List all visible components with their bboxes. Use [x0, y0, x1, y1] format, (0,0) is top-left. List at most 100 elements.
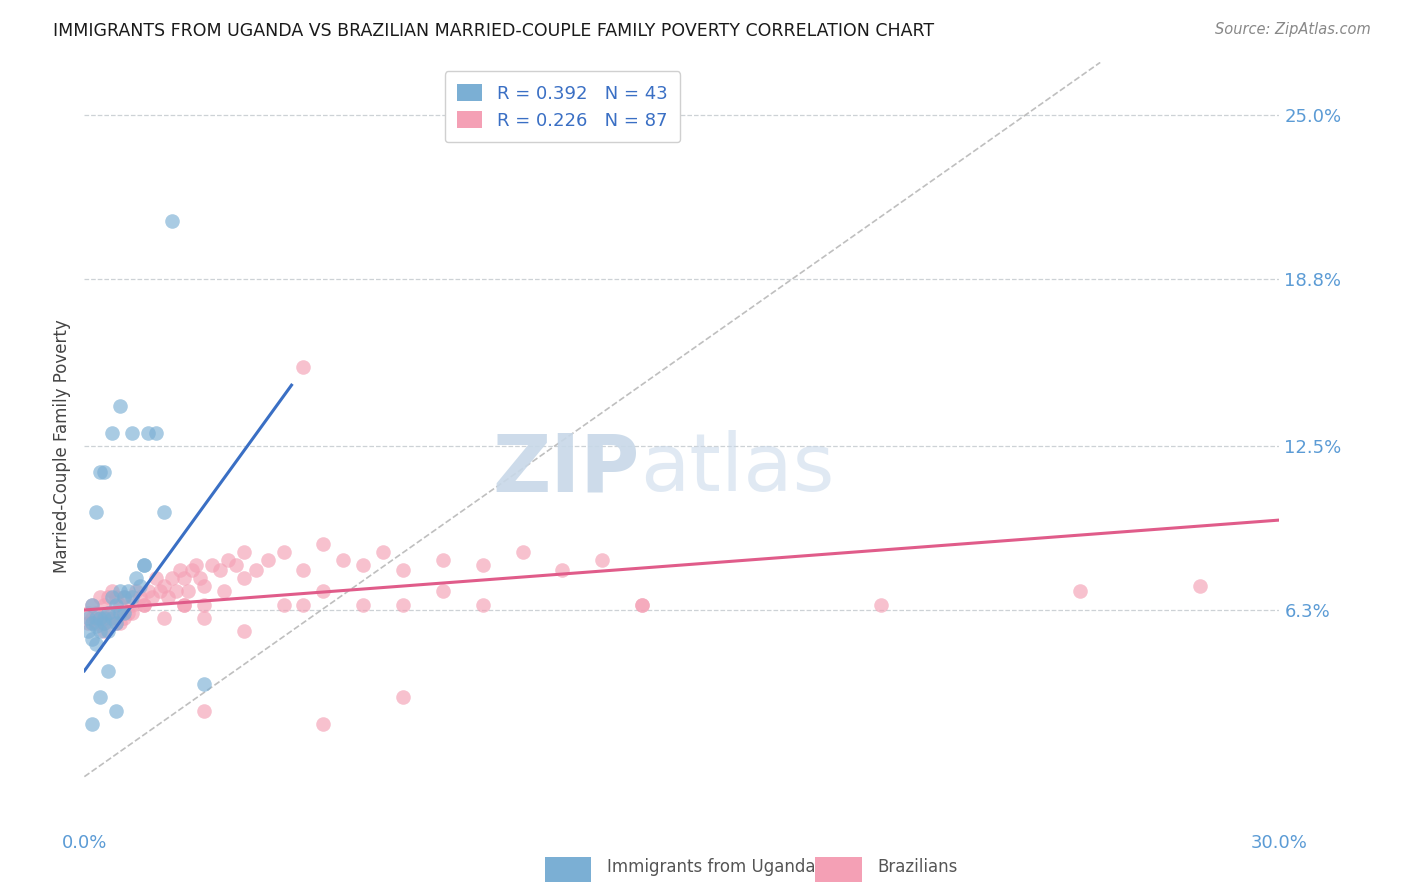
Point	[153, 505, 176, 519]
Point	[141, 590, 163, 604]
Point	[77, 611, 100, 625]
Point	[97, 664, 120, 678]
Point	[125, 571, 148, 585]
Point	[193, 704, 215, 718]
Point	[193, 579, 215, 593]
Point	[97, 611, 120, 625]
Point	[121, 425, 143, 440]
Point	[101, 611, 124, 625]
Point	[193, 598, 215, 612]
Point	[212, 584, 235, 599]
Point	[591, 553, 613, 567]
Point	[392, 690, 415, 705]
Point	[86, 505, 108, 519]
Point	[201, 558, 224, 572]
Point	[112, 590, 135, 604]
Point	[145, 425, 167, 440]
Point	[432, 553, 454, 567]
Point	[93, 598, 115, 612]
Point	[129, 590, 152, 604]
FancyBboxPatch shape	[815, 857, 862, 881]
Point	[105, 590, 128, 604]
Point	[101, 584, 124, 599]
Point	[89, 624, 111, 639]
Point	[1188, 579, 1211, 593]
Point	[132, 598, 156, 612]
Point	[110, 616, 132, 631]
Point	[93, 611, 115, 625]
Point	[273, 598, 295, 612]
Point	[101, 590, 124, 604]
Point	[165, 584, 187, 599]
Point	[232, 545, 254, 559]
Point	[181, 563, 204, 577]
Point	[110, 598, 132, 612]
Point	[77, 624, 100, 639]
Point	[121, 606, 143, 620]
Point	[432, 584, 454, 599]
Point	[173, 598, 195, 612]
Point	[551, 563, 574, 577]
Point	[89, 466, 111, 480]
Point	[157, 590, 180, 604]
Point	[86, 616, 108, 631]
Point	[86, 611, 108, 625]
Point	[101, 606, 124, 620]
Point	[86, 619, 108, 633]
Point	[89, 611, 111, 625]
Point	[256, 553, 278, 567]
Point	[225, 558, 247, 572]
Point	[392, 563, 415, 577]
Point	[121, 598, 143, 612]
Point	[312, 716, 335, 731]
Point	[392, 598, 415, 612]
Point	[93, 624, 115, 639]
Point	[77, 606, 100, 620]
Text: atlas: atlas	[640, 430, 834, 508]
Point	[112, 611, 135, 625]
Point	[373, 545, 395, 559]
Point	[352, 558, 374, 572]
Point	[82, 616, 104, 631]
Point	[121, 590, 143, 604]
Text: IMMIGRANTS FROM UGANDA VS BRAZILIAN MARRIED-COUPLE FAMILY POVERTY CORRELATION CH: IMMIGRANTS FROM UGANDA VS BRAZILIAN MARR…	[53, 22, 935, 40]
Point	[471, 558, 494, 572]
Text: Source: ZipAtlas.com: Source: ZipAtlas.com	[1215, 22, 1371, 37]
Point	[173, 598, 195, 612]
Point	[292, 598, 315, 612]
Point	[631, 598, 654, 612]
Point	[169, 563, 191, 577]
Point	[97, 624, 120, 639]
Point	[89, 690, 111, 705]
Point	[160, 571, 183, 585]
Y-axis label: Married-Couple Family Poverty: Married-Couple Family Poverty	[53, 319, 72, 573]
Point	[89, 590, 111, 604]
Point	[136, 425, 159, 440]
Point	[292, 359, 315, 374]
Point	[136, 584, 159, 599]
Point	[232, 571, 254, 585]
Point	[1069, 584, 1091, 599]
Point	[82, 611, 104, 625]
Point	[149, 584, 172, 599]
Point	[217, 553, 239, 567]
Point	[177, 584, 200, 599]
Text: Immigrants from Uganda: Immigrants from Uganda	[607, 858, 815, 877]
Point	[93, 616, 115, 631]
Point	[105, 616, 128, 631]
Point	[117, 584, 139, 599]
Point	[97, 590, 120, 604]
Point	[89, 611, 111, 625]
Point	[82, 598, 104, 612]
Point	[132, 558, 156, 572]
Point	[125, 584, 148, 599]
Point	[193, 611, 215, 625]
Point	[105, 704, 128, 718]
Point	[112, 606, 135, 620]
Point	[631, 598, 654, 612]
Point	[292, 563, 315, 577]
Point	[273, 545, 295, 559]
Point	[184, 558, 207, 572]
FancyBboxPatch shape	[546, 857, 591, 881]
Point	[117, 606, 139, 620]
